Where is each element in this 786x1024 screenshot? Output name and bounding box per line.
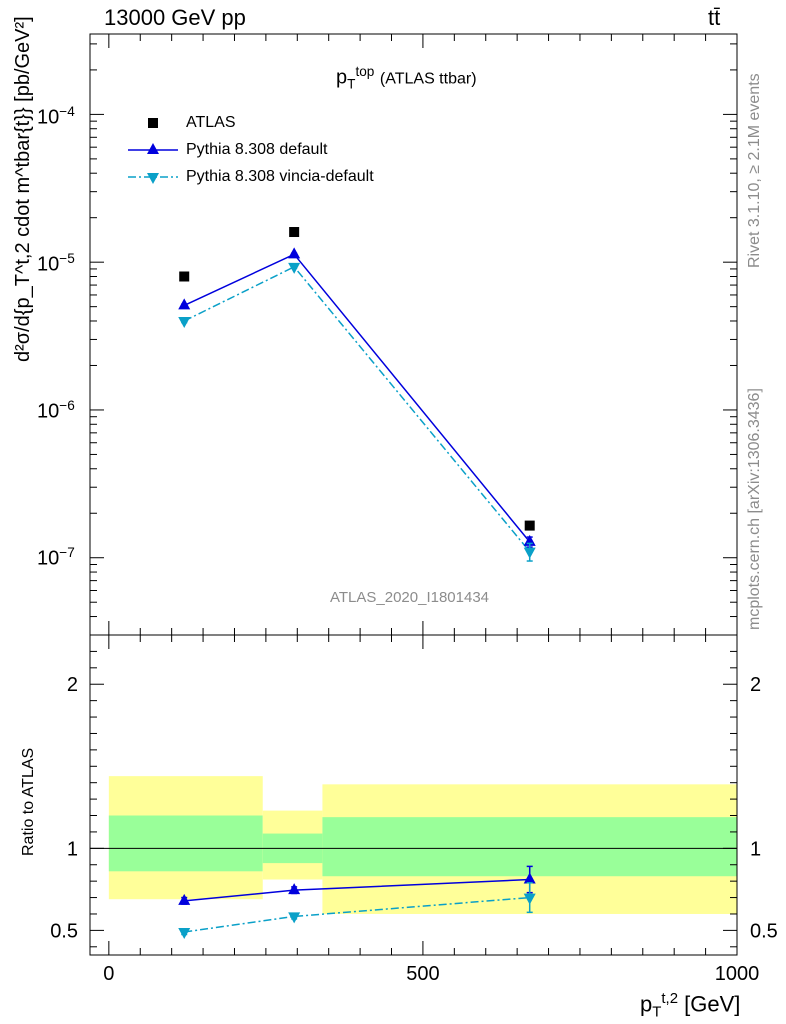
plot-title-main: p [336, 66, 348, 89]
vincia-point [523, 547, 536, 559]
legend-marker-atlas [148, 118, 158, 128]
ratio-vincia-point [178, 928, 191, 940]
ratio-y-tick-label: 1 [67, 838, 78, 860]
y-tick-label-1e-6: 10−6 [37, 398, 75, 423]
x-axis-label-sup: t,2 [661, 990, 679, 1007]
ratio-default-point [523, 872, 536, 884]
series-default-line [183, 253, 531, 543]
ratio-y-tick-label-right: 0.5 [750, 920, 778, 942]
x-tick-label: 0 [103, 963, 114, 985]
ratio-vincia-point [288, 912, 301, 924]
legend-label-vincia: Pythia 8.308 vincia-default [186, 168, 374, 185]
mcplots-label: mcplots.cern.ch [arXiv:1306.3436] [746, 388, 763, 630]
x-tick-label: 500 [406, 963, 439, 985]
watermark: ATLAS_2020_I1801434 [330, 589, 490, 606]
ratio-default-point [288, 883, 301, 895]
plot-title-rest: (ATLAS ttbar) [379, 70, 477, 88]
y-tick-label-1e-5: 10−5 [37, 251, 75, 276]
legend-marker-vincia [147, 173, 159, 184]
x-axis-label: pTt,2 [GeV] [640, 990, 740, 1021]
atlas-point [524, 520, 535, 531]
ratio-plot-frame [89, 634, 738, 956]
default-point [178, 298, 191, 310]
series-vincia-line [183, 265, 531, 553]
ratio-band-inner-0 [108, 815, 263, 872]
atlas-point [179, 271, 190, 282]
y-axis-label-ratio: Ratio to ATLAS [20, 747, 37, 856]
rivet-label: Rivet 3.1.10, ≥ 2.1M events [746, 73, 763, 268]
ratio-y-tick-label: 2 [67, 674, 78, 696]
x-axis-label-sub: T [652, 1003, 662, 1021]
ratio-y-tick-label-right: 2 [750, 674, 761, 696]
vincia-point [288, 262, 301, 274]
header-left: 13000 GeV pp [104, 5, 246, 30]
vincia-point [178, 316, 191, 328]
plot-title-sup: top [355, 64, 375, 79]
default-point [288, 247, 301, 259]
ratio-y-tick-label-right: 1 [750, 838, 761, 860]
plot-title-sub: T [347, 76, 356, 92]
legend-label-default: Pythia 8.308 default [186, 141, 328, 158]
x-tick-label: 1000 [715, 963, 760, 985]
atlas-point [289, 227, 300, 238]
ratio-default-point [178, 893, 191, 905]
y-tick-label-1e-7: 10−7 [37, 545, 75, 570]
x-axis-label-main: p [640, 991, 653, 1017]
ratio-vincia-point [523, 893, 536, 905]
header-right: tt̄ [708, 5, 721, 30]
x-axis-label-rest: [GeV] [684, 991, 741, 1017]
plot-title: pTtop (ATLAS ttbar) [336, 64, 477, 92]
y-tick-label-1e-4: 10−4 [37, 104, 75, 129]
ratio-y-tick-label: 0.5 [50, 920, 78, 942]
y-axis-label-main: d²σ/d{p_T^t,2 cdot m^tbar{t}} [pb/GeV²] [12, 16, 34, 362]
legend-label-atlas: ATLAS [186, 114, 236, 131]
legend-marker-default [147, 143, 159, 154]
ratio-vincia-line [184, 896, 530, 933]
